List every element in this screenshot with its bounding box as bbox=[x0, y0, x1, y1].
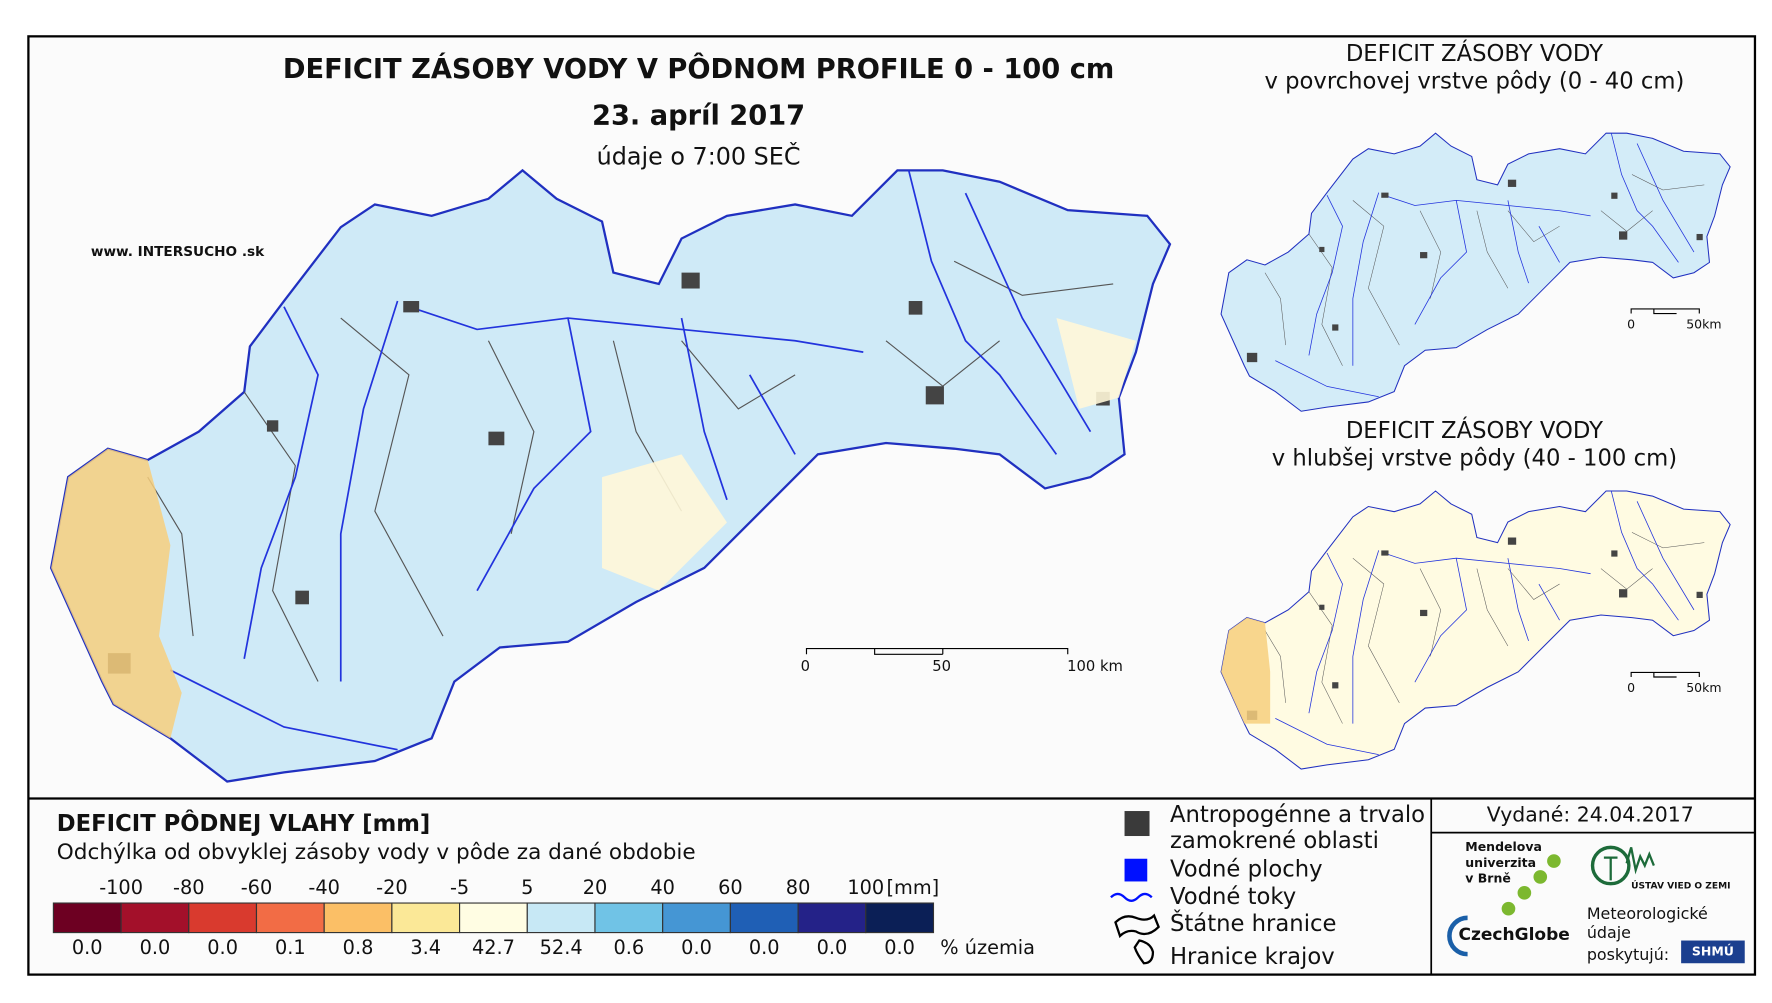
legend-percent: 0.0 bbox=[884, 936, 915, 959]
scalebar-label: 50km bbox=[1686, 316, 1721, 331]
legend-class bbox=[797, 902, 867, 934]
inset-scalebar bbox=[1630, 308, 1700, 315]
logo-mark bbox=[1447, 915, 1468, 957]
legend-percent: 0.0 bbox=[749, 936, 780, 959]
legend-class bbox=[323, 902, 393, 934]
legend-percent: 0.0 bbox=[207, 936, 238, 959]
legend-tick-label: 40 bbox=[650, 876, 675, 899]
legend-symbol-label: Hranice krajov bbox=[1170, 944, 1335, 970]
legend-class bbox=[662, 902, 731, 934]
legend-class bbox=[729, 902, 799, 934]
legend-symbol-label: Vodné plochy bbox=[1170, 857, 1323, 883]
logo-text: v Brně bbox=[1465, 871, 1511, 886]
legend-percent: 0.0 bbox=[140, 936, 171, 959]
legend-class bbox=[188, 902, 258, 934]
legend-percent: 0.0 bbox=[72, 936, 103, 959]
legend-class bbox=[865, 902, 935, 934]
legend-percent: 0.6 bbox=[613, 936, 644, 959]
legend-title: DEFICIT PÔDNEJ VLAHY [mm] bbox=[57, 809, 430, 837]
legend-symbol-label: Antropogénne a trvalo bbox=[1170, 802, 1425, 828]
legend-symbol-label: Vodné toky bbox=[1170, 884, 1296, 910]
scalebar-label: 50km bbox=[1686, 680, 1721, 695]
legend-tick-label: -60 bbox=[241, 876, 273, 899]
logo-text: CzechGlobe bbox=[1458, 925, 1569, 945]
legend-percent: 42.7 bbox=[472, 936, 515, 959]
legend-percent: 52.4 bbox=[540, 936, 583, 959]
legend-symbol-label: Štátne hranice bbox=[1170, 909, 1336, 937]
legend-scale: 0.0 0.0 0.0 0.1 0.8 3.4 42.7 52.4 0.6 0.0 0.0 0.0 0.… bbox=[52, 876, 1035, 959]
scalebar-label: 0 bbox=[1627, 680, 1635, 695]
legend-class bbox=[255, 902, 325, 934]
legend-percent: 0.0 bbox=[817, 936, 848, 959]
legend-percent: 3.4 bbox=[410, 936, 441, 959]
logo-dots bbox=[1501, 854, 1561, 916]
inset-title: DEFICIT ZÁSOBY VODY bbox=[1346, 39, 1603, 67]
logo-mark bbox=[1590, 845, 1631, 886]
legend-tick-label: 20 bbox=[583, 876, 608, 899]
scalebar-label: 0 bbox=[1627, 316, 1635, 331]
logo-text: poskytujú: bbox=[1587, 945, 1669, 964]
logo-text: SHMÚ bbox=[1692, 943, 1734, 958]
legend-symbol bbox=[1114, 913, 1160, 939]
logo-mark bbox=[1603, 847, 1655, 881]
legend-tick-label: 100 bbox=[847, 876, 884, 899]
legend-symbol bbox=[1133, 939, 1155, 965]
legend-tick-label: 80 bbox=[786, 876, 811, 899]
legend-tick-label: -5 bbox=[450, 876, 469, 899]
map-date: 23. apríl 2017 bbox=[592, 100, 805, 131]
legend-tick-label: 60 bbox=[718, 876, 743, 899]
legend-percent: 0.1 bbox=[275, 936, 306, 959]
inset-subtitle: v povrchovej vrstve pôdy (0 - 40 cm) bbox=[1264, 68, 1684, 94]
issued-date: Vydané: 24.04.2017 bbox=[1487, 803, 1694, 827]
legend-percent: 0.8 bbox=[343, 936, 374, 959]
logo-text: údaje bbox=[1587, 923, 1631, 942]
legend-tick-label: 5 bbox=[521, 876, 533, 899]
logo-text: Meteorologické bbox=[1587, 904, 1708, 923]
legend-symbol-label: zamokrené oblasti bbox=[1170, 828, 1379, 854]
legend-percent-label: % územia bbox=[940, 936, 1035, 959]
legend-class bbox=[526, 902, 596, 934]
legend-class bbox=[52, 902, 122, 934]
legend-subtitle: Odchýlka od obvyklej zásoby vody v pôde … bbox=[57, 840, 696, 865]
scalebar-label: 0 bbox=[801, 658, 810, 675]
legend-unit: [mm] bbox=[887, 876, 940, 899]
scalebar-label: 100 km bbox=[1067, 658, 1123, 675]
legend-tick-label: -20 bbox=[376, 876, 408, 899]
scalebar-label: 50 bbox=[932, 658, 951, 675]
logo-mark bbox=[1681, 940, 1745, 964]
website: www. INTERSUCHO .sk bbox=[91, 244, 265, 260]
inset-title: DEFICIT ZÁSOBY VODY bbox=[1346, 416, 1603, 444]
legend-symbol bbox=[1110, 892, 1153, 902]
time-note: údaje o 7:00 SEČ bbox=[597, 142, 801, 170]
map-title: DEFICIT ZÁSOBY VODY V PÔDNOM PROFILE 0 -… bbox=[283, 53, 1114, 85]
inset-scalebar bbox=[1630, 671, 1700, 678]
inset-subtitle: v hlubšej vrstve pôdy (40 - 100 cm) bbox=[1272, 445, 1677, 471]
legend-percent: 0.0 bbox=[681, 936, 712, 959]
legend-symbol bbox=[1124, 858, 1148, 882]
legend-tick-label: -40 bbox=[308, 876, 340, 899]
legend-class bbox=[594, 902, 664, 934]
legend-tick-label: -80 bbox=[173, 876, 205, 899]
legend-class bbox=[459, 902, 528, 934]
legend-symbol bbox=[1124, 811, 1150, 837]
legend-class bbox=[120, 902, 190, 934]
main-map bbox=[49, 169, 1172, 783]
logo-text: Mendelova bbox=[1465, 839, 1542, 854]
legend-tick-label: -100 bbox=[99, 876, 143, 899]
legend-class bbox=[391, 902, 461, 934]
logo-text: univerzita bbox=[1465, 855, 1536, 870]
logo-text: ÚSTAV VIED O ZEMI bbox=[1631, 880, 1730, 892]
inset-map bbox=[1220, 490, 1731, 770]
scalebar bbox=[805, 648, 1069, 655]
